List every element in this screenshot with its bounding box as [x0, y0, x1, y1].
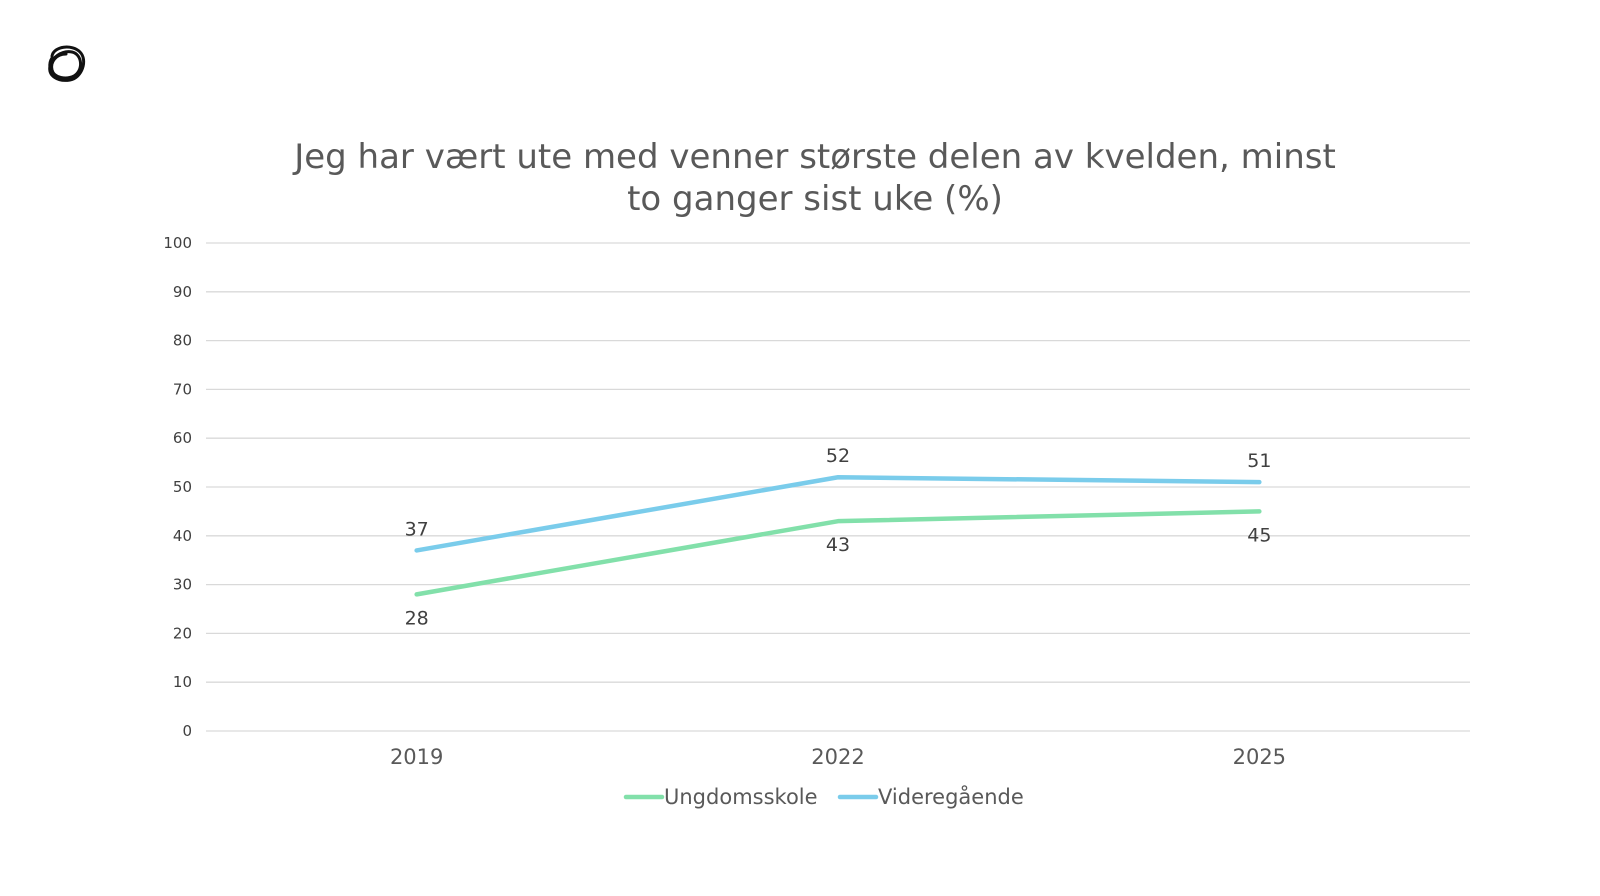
x-tick-label: 2025 [1233, 745, 1286, 769]
data-label: 52 [826, 445, 850, 467]
loop-logo-icon [44, 42, 88, 86]
y-tick-label: 80 [173, 332, 192, 350]
x-tick-label: 2019 [390, 745, 443, 769]
y-axis-ticks: 0 10 20 30 40 50 60 70 80 90 100 [163, 234, 192, 740]
chart-title-line-1: Jeg har vært ute med venner største dele… [294, 137, 1336, 177]
y-tick-label: 20 [173, 624, 192, 642]
data-label: 51 [1247, 450, 1271, 472]
y-tick-label: 50 [173, 478, 192, 496]
gridlines [206, 242, 1470, 732]
y-tick-label: 10 [173, 673, 192, 691]
chart-title-line-2: to ganger sist uke (%) [627, 179, 1003, 219]
y-tick-label: 90 [173, 283, 192, 301]
y-tick-label: 40 [173, 527, 192, 545]
x-tick-label: 2022 [811, 745, 864, 769]
y-tick-label: 100 [163, 234, 192, 252]
y-tick-label: 30 [173, 576, 192, 594]
data-label: 28 [405, 607, 429, 629]
legend-label: Ungdomsskole [664, 785, 818, 809]
chart-title: Jeg har vært ute med venner største dele… [200, 136, 1430, 220]
data-labels: 28 43 45 37 52 51 [405, 445, 1272, 629]
y-tick-label: 60 [173, 429, 192, 447]
x-axis-ticks: 2019 2022 2025 [390, 745, 1286, 769]
series-lines [414, 474, 1262, 597]
series-line-ungdomsskole [414, 509, 1262, 597]
data-label: 45 [1247, 524, 1271, 546]
y-tick-label: 70 [173, 380, 192, 398]
legend-label: Videregående [878, 784, 1024, 809]
data-label: 43 [826, 534, 850, 556]
series-line-videregående [414, 474, 1262, 553]
y-tick-label: 0 [182, 722, 192, 740]
data-label: 37 [405, 518, 429, 540]
legend: Ungdomsskole Videregående [623, 784, 1024, 809]
